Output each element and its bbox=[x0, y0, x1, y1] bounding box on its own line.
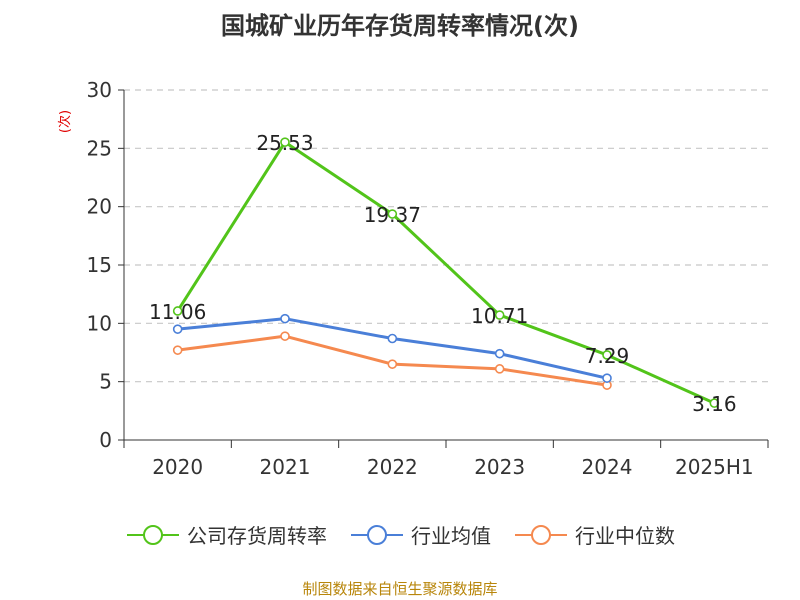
data-point bbox=[387, 333, 398, 344]
data-label: 7.29 bbox=[585, 344, 630, 368]
data-point bbox=[387, 209, 398, 219]
legend: 公司存货周转率 行业均值 行业中位数 bbox=[0, 520, 800, 549]
y-tick-label: 20 bbox=[87, 195, 112, 219]
data-label: 19.37 bbox=[364, 203, 421, 227]
data-label: 3.16 bbox=[692, 392, 737, 416]
legend-swatch-icon bbox=[515, 524, 567, 545]
series-lines bbox=[172, 137, 720, 408]
data-point bbox=[172, 324, 183, 334]
x-tick-label: 2021 bbox=[260, 455, 311, 479]
data-point bbox=[280, 137, 290, 147]
x-tick-label: 2024 bbox=[582, 455, 633, 479]
y-tick-label: 10 bbox=[87, 311, 112, 335]
legend-label: 公司存货周转率 bbox=[187, 524, 327, 548]
data-point bbox=[602, 350, 612, 360]
data-point bbox=[387, 359, 398, 369]
legend-swatch-icon bbox=[127, 524, 179, 545]
legend-item[interactable]: 公司存货周转率 bbox=[125, 520, 327, 549]
data-point bbox=[494, 348, 505, 359]
data-point bbox=[494, 310, 505, 320]
legend-item[interactable]: 行业中位数 bbox=[513, 520, 675, 549]
data-label: 11.06 bbox=[149, 300, 206, 324]
data-point bbox=[172, 306, 183, 316]
data-point bbox=[709, 398, 720, 408]
grid-lines bbox=[124, 89, 768, 383]
series-line bbox=[176, 140, 715, 405]
x-tick-label: 2022 bbox=[367, 455, 418, 479]
data-point bbox=[280, 331, 290, 341]
y-tick-label: 5 bbox=[99, 370, 112, 394]
y-tick-label: 25 bbox=[87, 136, 112, 160]
axes: 0 5 10 15 20 25 30 2020 2021 2022 2023 2024 2025H1 bbox=[87, 78, 769, 479]
data-label: 25.53 bbox=[256, 131, 313, 155]
legend-label: 行业中位数 bbox=[575, 524, 675, 548]
legend-item[interactable]: 行业均值 bbox=[349, 520, 491, 549]
data-labels: 11.06 25.53 19.37 10.71 7.29 3.16 bbox=[149, 131, 737, 416]
legend-swatch-icon bbox=[351, 524, 403, 545]
series-line bbox=[177, 317, 608, 380]
source-note: 制图数据来自恒生聚源数据库 bbox=[302, 580, 498, 598]
data-label: 10.71 bbox=[471, 304, 528, 328]
legend-label: 行业均值 bbox=[411, 524, 491, 548]
x-tick-label: 2020 bbox=[152, 455, 203, 479]
x-tick-label: 2025H1 bbox=[675, 455, 754, 479]
data-point bbox=[494, 364, 505, 374]
y-tick-label: 30 bbox=[87, 78, 112, 102]
y-tick-label: 15 bbox=[87, 253, 112, 277]
chart-title: 国城矿业历年存货周转率情况(次) bbox=[221, 12, 579, 40]
data-point bbox=[602, 373, 612, 383]
data-point bbox=[280, 313, 290, 324]
x-tick-label: 2023 bbox=[474, 455, 525, 479]
data-point bbox=[172, 345, 183, 355]
y-tick-label: 0 bbox=[99, 428, 112, 452]
